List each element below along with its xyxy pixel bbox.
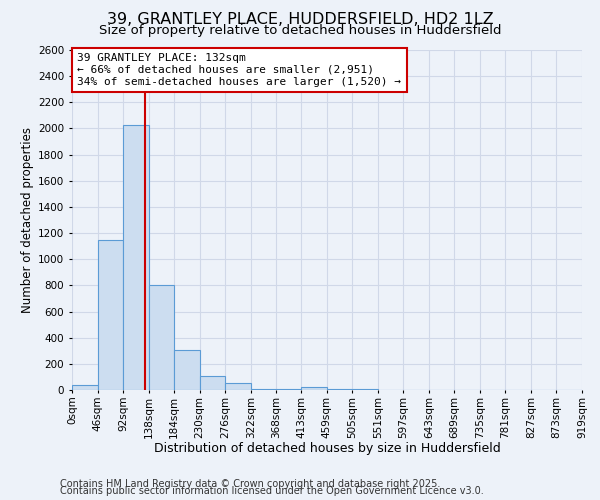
Bar [174,350,200,390]
Bar [225,384,251,390]
Bar [98,240,123,390]
Text: Size of property relative to detached houses in Huddersfield: Size of property relative to detached ho… [99,24,501,37]
Bar [149,286,174,390]
Bar [276,388,302,390]
Bar [72,385,98,390]
Y-axis label: Number of detached properties: Number of detached properties [21,127,34,313]
Text: Contains HM Land Registry data © Crown copyright and database right 2025.: Contains HM Land Registry data © Crown c… [60,479,440,489]
Bar [200,376,225,390]
Bar [301,386,327,390]
Bar [327,388,352,390]
Text: 39, GRANTLEY PLACE, HUDDERSFIELD, HD2 1LZ: 39, GRANTLEY PLACE, HUDDERSFIELD, HD2 1L… [107,12,493,28]
Text: Contains public sector information licensed under the Open Government Licence v3: Contains public sector information licen… [60,486,484,496]
Text: 39 GRANTLEY PLACE: 132sqm
← 66% of detached houses are smaller (2,951)
34% of se: 39 GRANTLEY PLACE: 132sqm ← 66% of detac… [77,54,401,86]
Bar [123,124,149,390]
Bar [251,388,276,390]
X-axis label: Distribution of detached houses by size in Huddersfield: Distribution of detached houses by size … [154,442,500,455]
